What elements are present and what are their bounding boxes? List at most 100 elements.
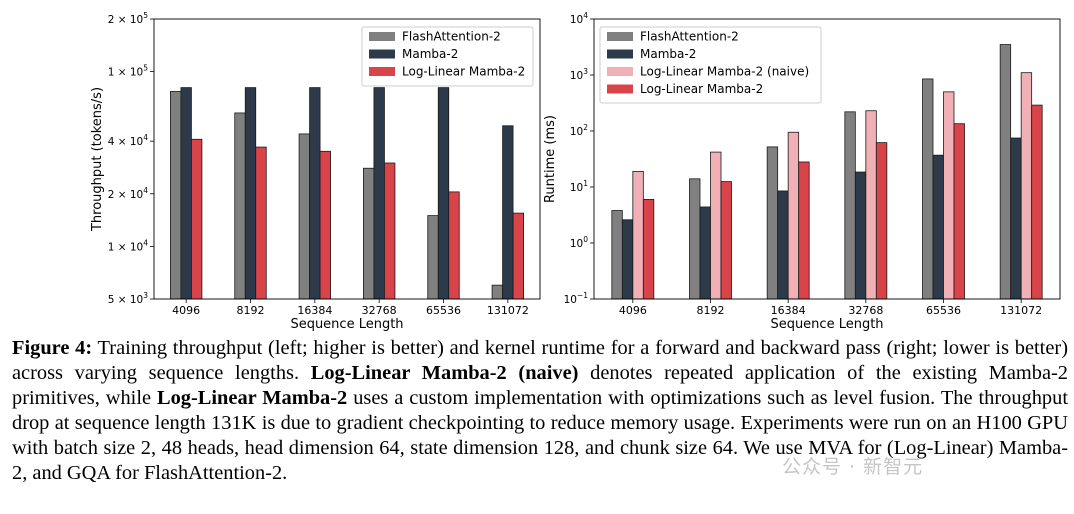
chart-runtime: 4096 8192 16384 32768 65536 131072 104 103 102 10… bbox=[543, 11, 1061, 332]
bar-log-linear-mamba-2-naive--32768 bbox=[865, 110, 877, 300]
x-tick-label: 16384 bbox=[771, 304, 806, 317]
legend-label: Log-Linear Mamba-2 bbox=[640, 82, 763, 96]
y-tick-label: 1 × 104 bbox=[108, 238, 149, 253]
bar-mamba-2-8192 bbox=[699, 206, 711, 300]
caption-text-3: uses a custom implementation with optimi… bbox=[12, 387, 1068, 484]
x-tick-label: 4096 bbox=[172, 304, 200, 317]
bar-flashattention-2-32768 bbox=[844, 111, 856, 300]
y-tick-label: 5 × 103 bbox=[108, 291, 149, 306]
watermark-text: 公众号 · 新智元 bbox=[782, 456, 924, 478]
bar-flashattention-2-131072 bbox=[999, 44, 1012, 300]
bar-mamba-2-131072 bbox=[1010, 137, 1022, 300]
bar-flashattention-2-16384 bbox=[298, 133, 310, 300]
legend-label: Mamba-2 bbox=[640, 47, 696, 61]
bar-log-linear-mamba-2-16384 bbox=[319, 150, 331, 300]
bar-mamba-2-32768 bbox=[373, 87, 385, 300]
bar-mamba-2-65536 bbox=[437, 87, 450, 300]
chart-throughput: 4096 8192 16384 32768 65536 131072 2 × 105 1 × … bbox=[90, 11, 541, 332]
bar-flashattention-2-16384 bbox=[766, 146, 779, 300]
bar-log-linear-mamba-2-32768 bbox=[875, 142, 888, 300]
bar-log-linear-mamba-2-32768 bbox=[384, 162, 396, 300]
legend-swatch bbox=[607, 67, 633, 76]
legend-box bbox=[599, 26, 822, 104]
y-tick-label: 2 × 104 bbox=[108, 186, 149, 201]
legend-label: FlashAttention-2 bbox=[402, 30, 501, 44]
bar-mamba-2-65536 bbox=[932, 154, 944, 300]
x-tick-label: 8192 bbox=[237, 304, 265, 317]
y-tick-label: 4 × 104 bbox=[108, 133, 149, 148]
y-tick-label: 102 bbox=[570, 123, 588, 138]
x-tick-label: 8192 bbox=[697, 304, 725, 317]
y-axis-title: Throughput (tokens/s) bbox=[90, 87, 105, 232]
y-tick-label: 2 × 105 bbox=[108, 11, 149, 26]
y-tick-label: 104 bbox=[570, 11, 588, 26]
legend: FlashAttention-2 Mamba-2 Log-Linear Mamba-… bbox=[599, 26, 822, 104]
x-tick-label: 16384 bbox=[297, 304, 332, 317]
x-axis-title: Sequence Length bbox=[290, 317, 403, 332]
y-tick-label: 10−1 bbox=[564, 291, 589, 306]
y-tick-label: 101 bbox=[570, 179, 588, 194]
bar-log-linear-mamba-2-8192 bbox=[720, 181, 732, 300]
legend-label: Log-Linear Mamba-2 bbox=[402, 65, 525, 79]
bar-flashattention-2-8192 bbox=[234, 112, 246, 300]
bar-mamba-2-32768 bbox=[854, 171, 867, 300]
legend-swatch bbox=[607, 49, 633, 59]
x-tick-label: 4096 bbox=[619, 304, 647, 317]
bar-flashattention-2-8192 bbox=[689, 178, 701, 300]
bar-mamba-2-16384 bbox=[309, 87, 321, 300]
bar-log-linear-mamba-2-naive--131072 bbox=[1020, 72, 1033, 300]
bar-mamba-2-4096 bbox=[621, 219, 634, 300]
y-axis-title: Runtime (ms) bbox=[543, 115, 558, 203]
y-tick-label: 100 bbox=[570, 235, 588, 250]
bar-log-linear-mamba-2-naive--16384 bbox=[787, 131, 800, 300]
x-tick-label: 32768 bbox=[848, 304, 883, 317]
figure-caption: Figure 4: Training throughput (left; hig… bbox=[12, 336, 1068, 486]
legend-swatch bbox=[369, 67, 395, 76]
bar-mamba-2-8192 bbox=[244, 87, 257, 300]
caption-label: Figure 4: bbox=[12, 337, 93, 359]
legend-label: Log-Linear Mamba-2 (naive) bbox=[640, 65, 809, 79]
axes-frame bbox=[153, 18, 541, 300]
bar-log-linear-mamba-2-naive--4096 bbox=[632, 170, 644, 300]
x-axis-title: Sequence Length bbox=[770, 317, 883, 332]
bar-flashattention-2-65536 bbox=[922, 78, 934, 300]
figure-4-charts: 4096 8192 16384 32768 65536 131072 2 × 105 1 × … bbox=[90, 11, 1061, 332]
bar-log-linear-mamba-2-131072 bbox=[1031, 104, 1043, 300]
legend-label: Mamba-2 bbox=[402, 47, 458, 61]
bar-flashattention-2-4096 bbox=[170, 91, 182, 300]
axes-frame bbox=[593, 18, 1061, 300]
caption-text-1: Training throughput (left; higher is bet… bbox=[12, 337, 1068, 384]
legend-swatch bbox=[369, 32, 395, 41]
x-tick-label: 131072 bbox=[487, 304, 529, 317]
bar-flashattention-2-4096 bbox=[611, 210, 623, 300]
bar-log-linear-mamba-2-naive--65536 bbox=[943, 91, 955, 300]
x-tick-label: 65536 bbox=[426, 304, 461, 317]
legend: FlashAttention-2 Mamba-2 Log-Linear Mamba-… bbox=[361, 26, 534, 87]
bar-log-linear-mamba-2-8192 bbox=[255, 146, 267, 300]
caption-bold-loglinear: Log-Linear Mamba-2 bbox=[157, 387, 348, 409]
legend-swatch bbox=[607, 32, 633, 41]
x-tick-label: 32768 bbox=[362, 304, 397, 317]
caption-text-2: denotes repeated application of the exis… bbox=[12, 362, 1068, 409]
legend-swatch bbox=[369, 49, 395, 59]
legend-label: FlashAttention-2 bbox=[640, 30, 739, 44]
y-tick-label: 103 bbox=[570, 67, 588, 82]
y-tick-label: 1 × 105 bbox=[108, 64, 149, 79]
bar-flashattention-2-32768 bbox=[363, 167, 375, 300]
bar-flashattention-2-131072 bbox=[491, 284, 503, 300]
legend-box bbox=[361, 26, 534, 87]
bar-mamba-2-16384 bbox=[777, 190, 789, 300]
bar-flashattention-2-65536 bbox=[427, 215, 439, 300]
bar-log-linear-mamba-2-4096 bbox=[642, 199, 655, 300]
bar-mamba-2-4096 bbox=[180, 87, 192, 300]
bar-log-linear-mamba-2-65536 bbox=[953, 123, 965, 300]
bar-log-linear-mamba-2-naive--8192 bbox=[710, 151, 722, 300]
bar-log-linear-mamba-2-16384 bbox=[798, 161, 810, 300]
legend-swatch bbox=[607, 84, 633, 94]
bar-log-linear-mamba-2-131072 bbox=[512, 212, 524, 300]
bar-mamba-2-131072 bbox=[502, 125, 514, 300]
bar-log-linear-mamba-2-65536 bbox=[448, 191, 460, 300]
caption-bold-naive: Log-Linear Mamba-2 (naive) bbox=[310, 362, 579, 384]
bar-log-linear-mamba-2-4096 bbox=[191, 138, 203, 300]
x-tick-label: 65536 bbox=[926, 304, 961, 317]
